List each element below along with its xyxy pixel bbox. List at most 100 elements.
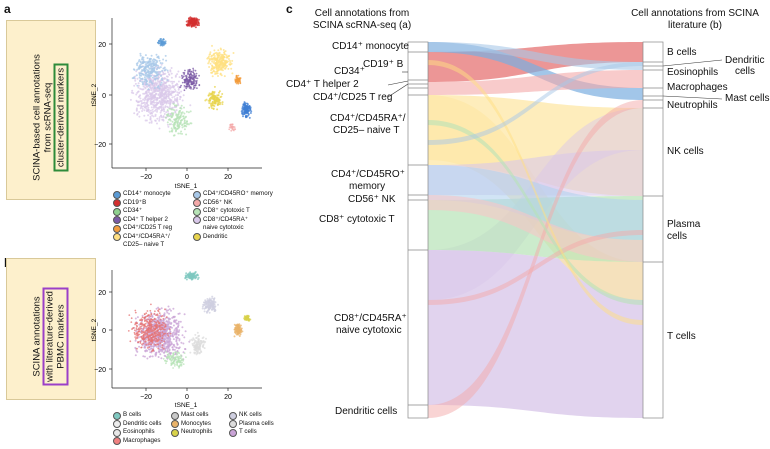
right-label-bcells: B cells — [667, 47, 697, 58]
legend-label: Mast cells — [181, 411, 209, 418]
right-label-dendritic-1: Dendritic — [725, 55, 765, 66]
legend-swatch — [113, 437, 121, 445]
legend-swatch — [113, 411, 121, 420]
legend-label: CD19⁺B — [123, 198, 147, 206]
panel-b-legend: B cells Mast cells NK cells Dendritic cells… — [113, 411, 293, 445]
panel-a-legend-item: CD4⁺/CD45RA⁺/ — [113, 232, 193, 241]
panel-a-xtick-1: −20 — [140, 174, 152, 181]
panel-a-legend-item: CD19⁺B — [113, 198, 193, 207]
legend-label: Dendritic cells — [123, 419, 162, 427]
right-node-bar — [642, 41, 664, 419]
legend-label: Monocytes — [181, 419, 211, 427]
legend-label: CD56⁺ NK — [203, 198, 233, 206]
legend-swatch — [229, 411, 237, 420]
legend-swatch — [193, 199, 201, 207]
right-label-plasma-2: cells — [667, 231, 688, 242]
panel-a-legend-item: CD34⁺ — [113, 207, 193, 216]
panel-b-legend-item: Plasma cells — [229, 419, 293, 428]
legend-label: CD4⁺/CD45RA⁺/ — [123, 232, 170, 240]
legend-swatch — [193, 233, 201, 241]
panel-a-xaxis-label: tSNE_1 — [175, 183, 198, 190]
right-label-macrophages: Macrophages — [667, 82, 728, 93]
left-label-naive-t-2: CD25– naive T — [333, 125, 400, 136]
panel-a-legend: CD14⁺ monocyte CD4⁺/CD45RO⁺ memory CD19⁺B C… — [113, 190, 293, 250]
panel-c-letter: c — [286, 2, 293, 16]
panel-a-legend-item: naive cytotoxic — [193, 224, 293, 233]
left-label-th2: CD4⁺ T helper 2 — [286, 79, 359, 90]
legend-swatch — [171, 428, 179, 437]
panel-b-xtick-3: 20 — [224, 394, 232, 401]
right-label-plasma-1: Plasma — [667, 219, 701, 230]
panel-a-side-box — [6, 20, 96, 200]
left-label-cd14: CD14⁺ monocyte — [332, 41, 409, 52]
panel-b-legend-item: Mast cells — [171, 411, 229, 420]
panel-b-legend-item: Macrophages — [113, 436, 171, 445]
right-label-neutrophils: Neutrophils — [667, 100, 718, 111]
right-header: Cell annotations from SCINA literature (… — [630, 8, 760, 32]
panel-b-xtick-2: 0 — [185, 394, 189, 401]
left-node-bar — [407, 41, 429, 419]
panel-b-side-box — [6, 258, 96, 400]
panel-a-legend-item: CD8⁺ cytotoxic T — [193, 207, 293, 216]
legend-swatch — [193, 190, 201, 199]
left-header-text: Cell annotations from SCINA scRNA-seq (a… — [312, 8, 412, 31]
panel-a-xtick-3: 20 — [224, 174, 232, 181]
legend-swatch — [113, 199, 121, 207]
panel-b-legend-item: Eosinophils — [113, 428, 171, 437]
left-label-cd8-naive-2: naive cytotoxic — [336, 325, 402, 336]
legend-label: B cells — [123, 411, 142, 418]
legend-swatch — [171, 420, 179, 428]
panel-b-legend-item: NK cells — [229, 411, 293, 420]
right-label-eosinophils: Eosinophils — [667, 67, 719, 78]
left-label-naive-t-1: CD4⁺/CD45RA⁺/ — [330, 113, 406, 124]
panel-c-sankey — [387, 41, 723, 419]
right-label-tcells: T cells — [667, 331, 696, 342]
legend-swatch — [113, 216, 121, 224]
left-label-memory-1: CD4⁺/CD45RO⁺ — [331, 169, 405, 180]
panel-a-legend-item: CD4⁺ T helper 2 — [113, 216, 193, 224]
panel-b-yaxis-label: tSNE_2 — [91, 318, 98, 341]
legend-swatch — [229, 428, 237, 437]
legend-label: NK cells — [239, 411, 262, 418]
legend-label: CD4⁺/CD45RO⁺ memory — [203, 190, 273, 197]
legend-label: CD14⁺ monocyte — [123, 190, 171, 197]
legend-swatch — [113, 233, 121, 241]
panel-b-ytick-2: 0 — [102, 328, 106, 335]
legend-label: naive cytotoxic — [203, 224, 244, 231]
panel-b-legend-item: T cells — [229, 428, 293, 437]
panel-b-ytick-1: 20 — [98, 290, 106, 297]
legend-label: CD8⁺/CD45RA⁺ — [203, 215, 249, 223]
legend-label: Plasma cells — [239, 419, 274, 427]
left-label-dendritic: Dendritic cells — [335, 406, 398, 417]
left-label-cd19: CD19⁺ B — [363, 59, 404, 70]
legend-label: CD25– naive T — [123, 241, 165, 248]
legend-swatch — [113, 190, 121, 199]
left-label-cd8-cyto: CD8⁺ cytotoxic T — [319, 214, 395, 225]
legend-label: CD8⁺ cytotoxic T — [203, 207, 250, 214]
panel-a-legend-item: CD4⁺/CD25 T reg — [113, 224, 193, 233]
legend-swatch — [229, 420, 237, 428]
panel-a-yaxis-label: tSNE_2 — [91, 83, 98, 106]
legend-label: Macrophages — [123, 436, 161, 444]
legend-swatch — [113, 224, 121, 233]
panel-a-ytick-1: 20 — [98, 42, 106, 49]
panel-a-legend-item: CD25– naive T — [113, 241, 193, 250]
panel-b-legend-item: Dendritic cells — [113, 419, 171, 428]
legend-label: CD34⁺ — [123, 207, 143, 214]
panel-a-legend-item: CD14⁺ monocyte — [113, 190, 193, 199]
right-label-nk: NK cells — [667, 146, 704, 157]
panel-b-xtick-1: −20 — [140, 394, 152, 401]
left-label-treg: CD4⁺/CD25 T reg — [313, 92, 393, 103]
legend-label: T cells — [239, 428, 257, 435]
legend-swatch — [193, 207, 201, 216]
panel-b-ytick-3: −20 — [94, 367, 106, 374]
left-label-cd56: CD56⁺ NK — [348, 194, 396, 205]
panel-b-xaxis-label: tSNE_1 — [175, 402, 198, 409]
legend-swatch — [113, 207, 121, 216]
panel-a-legend-item: CD56⁺ NK — [193, 198, 293, 207]
panel-b-legend-item: Monocytes — [171, 419, 229, 428]
left-label-cd34: CD34⁺ — [334, 66, 365, 77]
legend-label: CD4⁺/CD25 T reg — [123, 224, 173, 231]
left-label-cd8-naive-1: CD8⁺/CD45RA⁺ — [334, 313, 407, 324]
